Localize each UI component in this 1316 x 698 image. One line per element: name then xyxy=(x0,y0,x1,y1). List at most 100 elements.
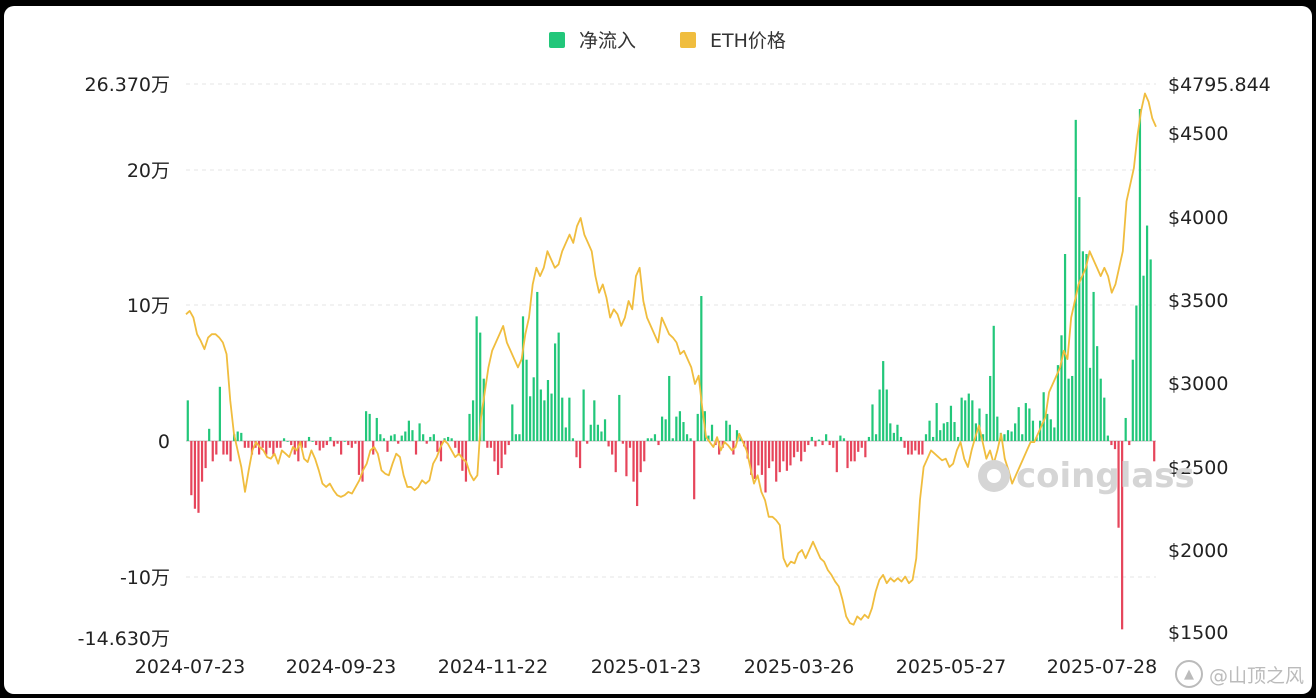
net-inflow-bar xyxy=(860,441,863,448)
net-inflow-bar xyxy=(586,441,589,444)
net-inflow-bar xyxy=(1099,378,1102,441)
x-axis-tick-label: 2024-11-22 xyxy=(438,656,548,678)
net-inflow-bar xyxy=(1085,254,1088,441)
x-axis-tick-label: 2025-01-23 xyxy=(591,656,701,678)
net-inflow-bar xyxy=(1071,375,1074,441)
net-inflow-bar xyxy=(739,436,742,442)
net-inflow-bar xyxy=(935,403,938,441)
net-inflow-bar xyxy=(978,408,981,441)
right-axis-tick-label: $3000 xyxy=(1168,373,1228,395)
net-inflow-bar xyxy=(571,438,575,441)
legend-eth-price[interactable]: ETH价格 xyxy=(680,26,786,53)
net-inflow-bar xyxy=(828,441,831,446)
net-inflow-bar xyxy=(1078,197,1081,441)
net-inflow-bar xyxy=(753,441,756,479)
net-inflow-bar xyxy=(304,441,307,448)
net-inflow-bar xyxy=(315,441,318,446)
net-inflow-bar xyxy=(885,389,888,441)
net-inflow-bar xyxy=(785,441,789,471)
net-inflow-bar xyxy=(607,441,610,447)
net-inflow-bar xyxy=(190,441,193,496)
net-inflow-bar xyxy=(1110,441,1113,446)
net-inflow-bar xyxy=(300,441,304,448)
net-inflow-bar xyxy=(971,400,974,441)
net-inflow-bar xyxy=(290,441,293,446)
net-inflow-bar xyxy=(1124,417,1127,441)
net-inflow-bar xyxy=(1081,251,1084,441)
net-inflow-bar xyxy=(618,394,621,441)
footer-watermark-text: @山顶之风 xyxy=(1208,664,1304,687)
left-axis-tick-label: 10万 xyxy=(127,295,170,317)
left-axis-tick-label: -10万 xyxy=(120,567,170,589)
net-inflow-bar xyxy=(436,441,439,452)
net-inflow-bar xyxy=(1149,259,1152,441)
net-inflow-bar xyxy=(204,441,207,469)
net-inflow-bar xyxy=(261,441,264,448)
net-inflow-bar xyxy=(393,434,396,442)
net-inflow-bar xyxy=(507,441,510,446)
net-inflow-bar xyxy=(197,441,200,513)
net-inflow-bar xyxy=(689,438,692,441)
net-inflow-bar xyxy=(867,436,871,442)
net-inflow-bar xyxy=(807,441,810,446)
net-inflow-bar xyxy=(693,441,696,500)
net-inflow-bar xyxy=(325,441,328,446)
net-inflow-bar xyxy=(1074,119,1077,442)
net-inflow-bar xyxy=(272,441,275,455)
net-inflow-bar xyxy=(297,441,300,462)
net-inflow-bar xyxy=(1067,378,1070,441)
net-inflow-bar xyxy=(910,441,913,455)
right-axis-tick-label: $3500 xyxy=(1168,290,1228,312)
coinglass-logo-icon xyxy=(978,460,1010,492)
net-inflow-bar xyxy=(279,441,282,448)
net-inflow-bar xyxy=(1135,305,1138,441)
net-inflow-bar xyxy=(1121,441,1124,630)
net-inflow-bar xyxy=(628,441,632,448)
right-axis-tick-label: $1500 xyxy=(1168,622,1228,644)
net-inflow-bar xyxy=(728,424,731,441)
net-inflow-bar xyxy=(546,380,550,441)
net-inflow-bar xyxy=(229,441,232,462)
net-inflow-bar xyxy=(496,441,500,475)
net-inflow-bar xyxy=(1049,419,1052,441)
net-inflow-bar xyxy=(357,441,361,475)
coinglass-watermark-text: coinglass xyxy=(1016,456,1195,496)
net-inflow-bar xyxy=(964,400,967,441)
right-axis-tick-label: $2500 xyxy=(1168,457,1228,479)
net-inflow-bar xyxy=(899,436,903,442)
net-inflow-bar xyxy=(454,441,457,448)
net-inflow-bar xyxy=(243,441,246,448)
net-inflow-bar xyxy=(332,441,336,447)
net-inflow-bar xyxy=(892,432,895,441)
net-inflow-bar xyxy=(735,430,739,441)
net-inflow-bar xyxy=(760,441,764,475)
net-inflow-bar xyxy=(518,434,521,442)
net-inflow-bar xyxy=(553,343,557,441)
legend-label-net-inflow: 净流入 xyxy=(579,30,637,52)
net-inflow-bar xyxy=(985,413,988,441)
net-inflow-bar xyxy=(696,413,699,441)
net-inflow-bar xyxy=(354,441,357,444)
legend-net-inflow[interactable]: 净流入 xyxy=(549,26,636,53)
net-inflow-bar xyxy=(942,423,945,441)
net-inflow-bar xyxy=(407,420,410,442)
net-inflow-bar xyxy=(236,431,239,441)
net-inflow-bar xyxy=(347,441,350,446)
net-inflow-bar xyxy=(907,441,910,455)
net-inflow-bar xyxy=(792,441,796,458)
net-inflow-bar xyxy=(775,441,778,482)
net-inflow-bar xyxy=(903,441,906,448)
net-inflow-bar xyxy=(447,436,450,442)
net-inflow-bar xyxy=(1024,403,1027,441)
net-inflow-bar xyxy=(411,430,414,441)
right-axis-tick-label: $4795.844 xyxy=(1168,74,1271,96)
net-inflow-bar xyxy=(578,441,582,469)
x-axis-tick-label: 2025-07-28 xyxy=(1047,656,1157,678)
net-inflow-bar xyxy=(329,436,332,442)
net-inflow-bar xyxy=(1017,407,1020,442)
net-inflow-bar xyxy=(536,291,539,441)
net-inflow-bar xyxy=(482,378,485,441)
net-inflow-bar xyxy=(814,441,817,447)
coinglass-watermark: coinglass xyxy=(974,454,1195,498)
net-inflow-bar xyxy=(1031,420,1035,442)
